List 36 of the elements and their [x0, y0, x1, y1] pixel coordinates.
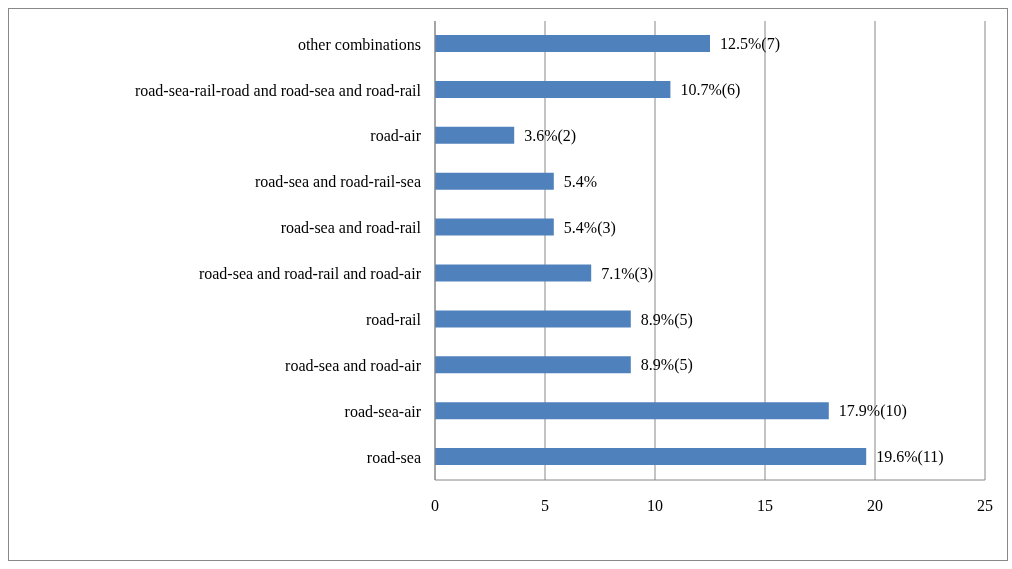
x-tick-label: 20 — [867, 497, 883, 515]
data-label: 8.9%(5) — [640, 310, 693, 329]
y-tick-label: road-rail — [365, 311, 422, 329]
data-label: 12.5%(7) — [720, 35, 780, 54]
data-label: 7.1%(3) — [601, 264, 654, 283]
data-label: 17.9%(10) — [838, 402, 907, 421]
bar — [435, 448, 867, 466]
y-tick-label: road-sea and road-rail and road-air — [198, 265, 422, 283]
y-tick-label: road-air — [370, 127, 422, 145]
y-tick-label: road-sea — [366, 448, 421, 466]
bar — [435, 402, 829, 420]
data-label: 8.9%(5) — [640, 356, 693, 375]
bar — [435, 356, 631, 374]
x-tick-label: 0 — [431, 497, 439, 515]
x-tick-label: 10 — [647, 497, 663, 515]
y-tick-label: road-sea and road-rail-sea — [254, 173, 421, 191]
y-tick-label: other combinations — [297, 35, 421, 53]
y-tick-label: road-sea-air — [344, 402, 422, 420]
data-label: 19.6%(11) — [876, 448, 944, 467]
x-tick-label: 15 — [757, 497, 773, 515]
y-tick-label: road-sea and road-air — [285, 356, 422, 374]
data-label: 5.4% — [563, 172, 598, 190]
y-tick-label: road-sea-rail-road and road-sea and road-rail — [134, 81, 422, 99]
bar — [435, 35, 710, 52]
x-tick-label: 25 — [977, 497, 993, 515]
y-tick-label: road-sea and road-rail — [280, 219, 422, 237]
bar — [435, 172, 554, 190]
bar — [435, 126, 515, 144]
data-label: 10.7%(6) — [680, 81, 741, 99]
bar — [435, 264, 592, 282]
x-tick-label: 5 — [541, 497, 549, 515]
bar — [435, 310, 631, 328]
data-label: 5.4%(3) — [563, 218, 616, 237]
bar — [435, 218, 554, 236]
data-label: 3.6%(2) — [524, 126, 577, 145]
bar — [435, 80, 671, 98]
